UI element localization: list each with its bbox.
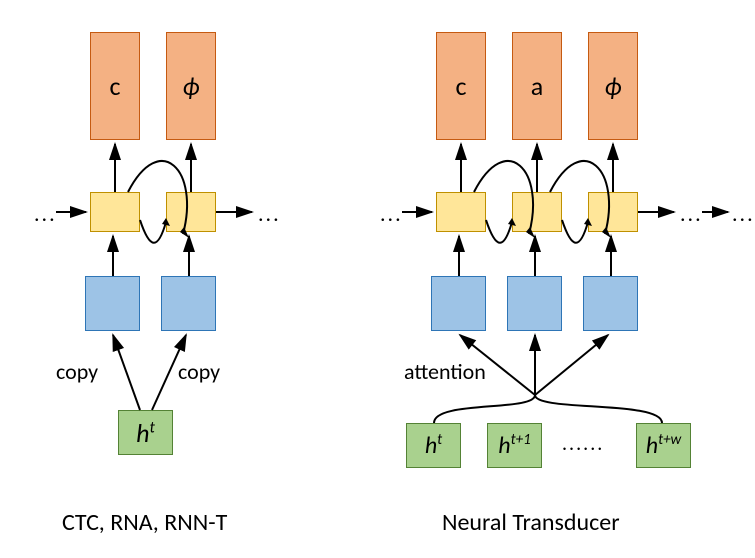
- right-green-1: ht+1: [487, 423, 542, 468]
- right-attention: attention: [404, 358, 486, 385]
- left-green-ht: ht: [118, 410, 173, 455]
- left-blue-0: [85, 276, 140, 331]
- right-green-1-label: ht+1: [498, 431, 530, 460]
- right-blue-1: [507, 276, 562, 331]
- right-out-phi: ϕ: [588, 32, 638, 140]
- right-out-a: a: [512, 32, 562, 140]
- right-caption: Neural Transducer: [442, 508, 620, 537]
- right-green-0-label: ht: [425, 431, 442, 460]
- left-out-c: c: [90, 32, 140, 140]
- right-ell-2: ...: [732, 200, 755, 227]
- right-out-c: c: [436, 32, 486, 140]
- right-mid-0: [436, 192, 486, 232]
- right-blue-2: [583, 276, 638, 331]
- left-out-phi: ϕ: [166, 32, 216, 140]
- left-copy-1: copy: [178, 358, 220, 385]
- left-caption: CTC, RNA, RNN-T: [62, 508, 227, 537]
- right-green-ell: ......: [562, 432, 604, 456]
- left-mid-1: [166, 192, 216, 232]
- left-ell-1: ...: [258, 200, 281, 227]
- right-green-0: ht: [406, 423, 461, 468]
- left-blue-1: [161, 276, 216, 331]
- right-ell-1: ...: [680, 200, 703, 227]
- right-green-2: ht+w: [636, 423, 691, 468]
- right-green-2-label: ht+w: [646, 431, 682, 460]
- right-mid-1: [512, 192, 562, 232]
- right-blue-0: [431, 276, 486, 331]
- left-copy-0: copy: [56, 358, 98, 385]
- right-mid-2: [588, 192, 638, 232]
- left-ell-0: ...: [34, 200, 57, 227]
- right-ell-0: ...: [380, 200, 403, 227]
- left-green-label: ht: [136, 417, 155, 449]
- left-mid-0: [90, 192, 140, 232]
